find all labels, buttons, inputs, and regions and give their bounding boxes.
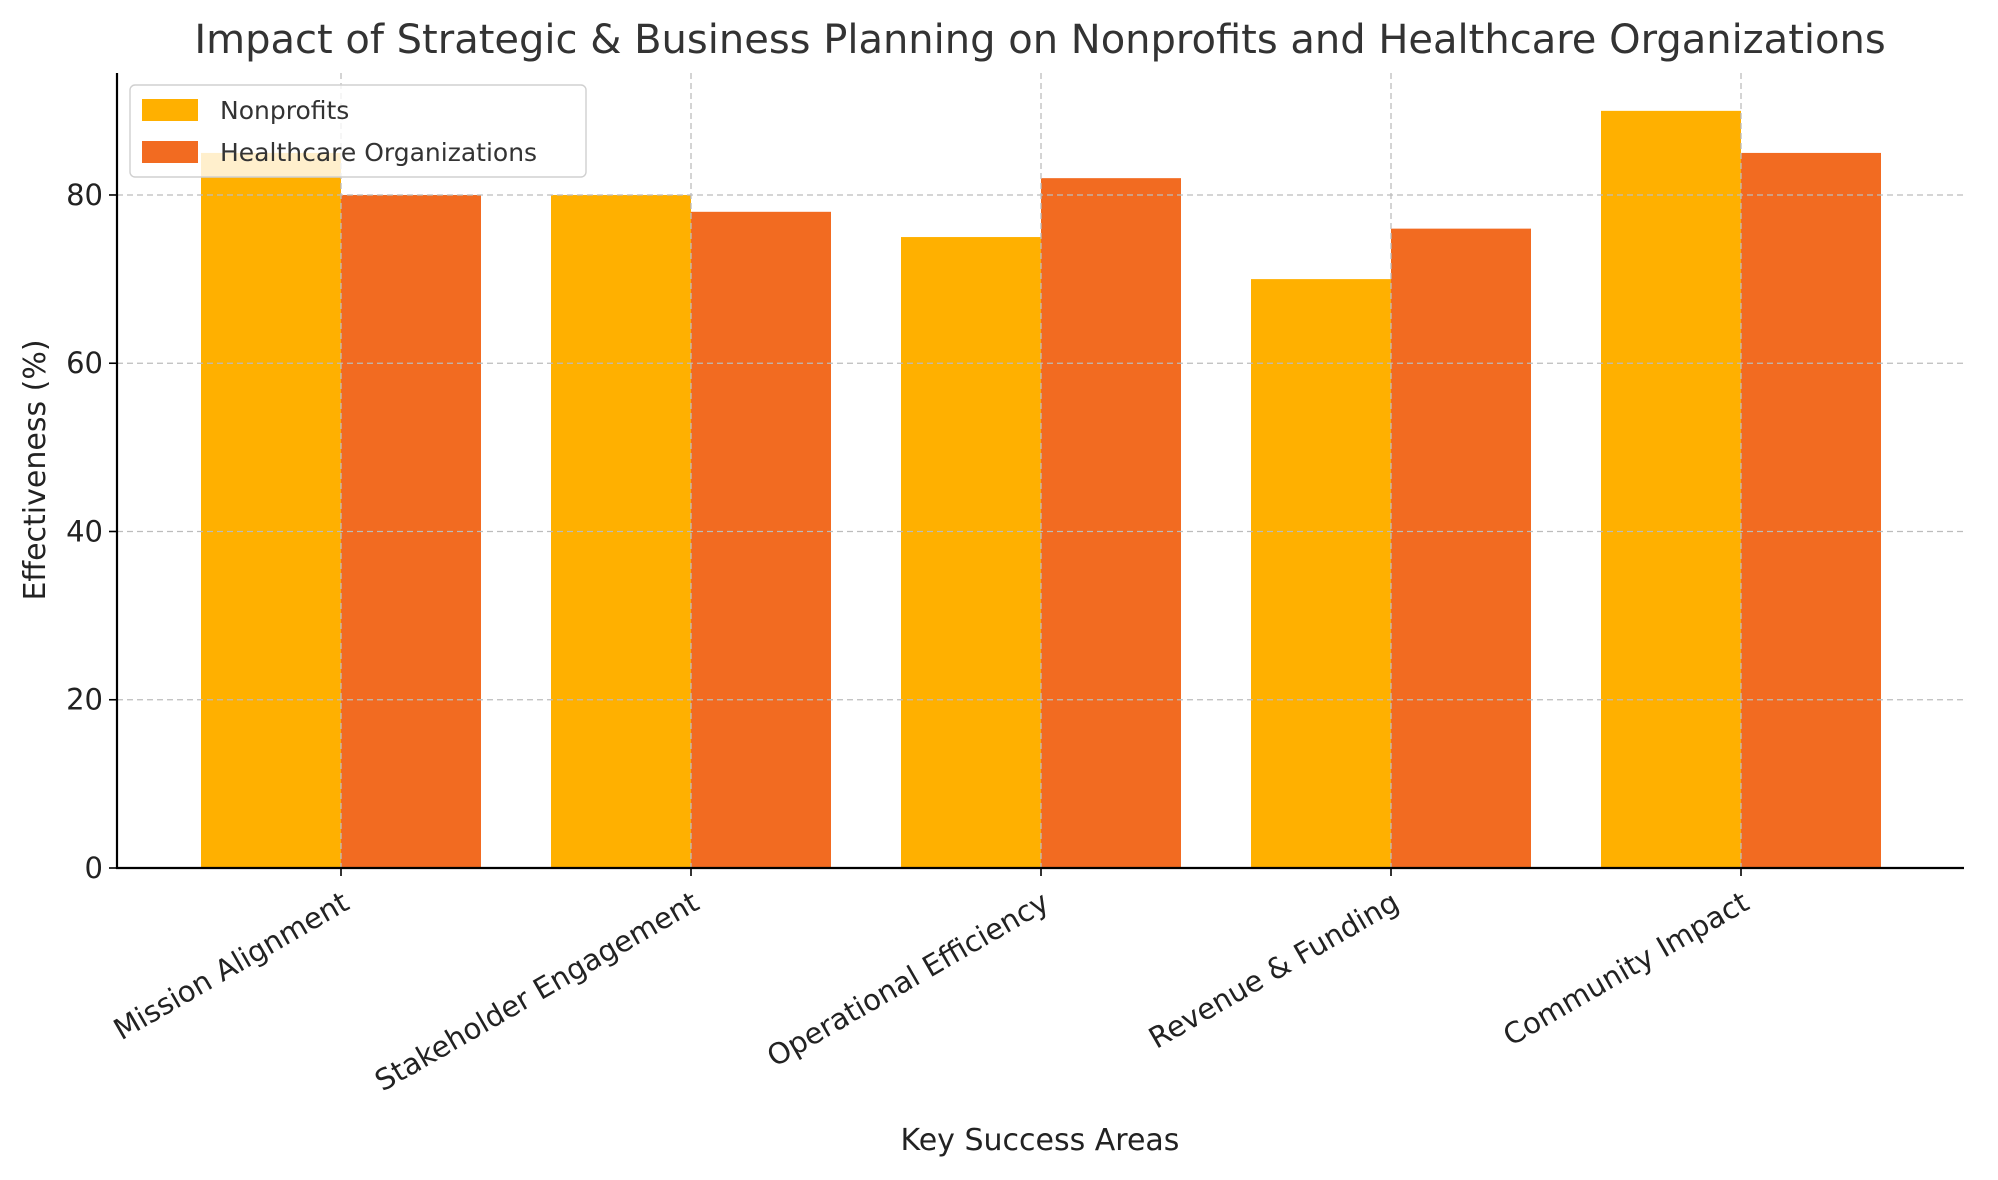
legend-swatch bbox=[142, 99, 198, 121]
y-tick-label: 0 bbox=[85, 851, 103, 885]
bar-nonprofits-4 bbox=[1601, 110, 1741, 869]
legend-box bbox=[129, 84, 587, 178]
bar-healthcare-1 bbox=[691, 211, 831, 869]
y-tick-label: 20 bbox=[66, 683, 103, 717]
y-axis-label: Effectiveness (%) bbox=[18, 339, 53, 600]
legend: Nonprofits Healthcare Organizations bbox=[129, 84, 587, 178]
grid-lines bbox=[117, 73, 1964, 868]
x-axis-label: Key Success Areas bbox=[901, 1123, 1180, 1158]
bars bbox=[201, 110, 1881, 869]
y-tick-label: 80 bbox=[66, 178, 103, 212]
bar-healthcare-3 bbox=[1391, 228, 1531, 869]
y-tick-label: 60 bbox=[66, 346, 103, 380]
bar-nonprofits-0 bbox=[201, 152, 341, 868]
chart-title: Impact of Strategic & Business Planning … bbox=[194, 17, 1885, 63]
legend-label: Nonprofits bbox=[220, 96, 349, 125]
bar-nonprofits-3 bbox=[1251, 279, 1391, 869]
legend-swatch bbox=[142, 141, 198, 163]
bar-nonprofits-2 bbox=[901, 237, 1041, 869]
bar-healthcare-2 bbox=[1041, 178, 1181, 868]
axes bbox=[109, 73, 1964, 876]
bar-healthcare-4 bbox=[1741, 152, 1881, 868]
legend-label: Healthcare Organizations bbox=[220, 138, 537, 167]
y-tick-label: 40 bbox=[66, 514, 103, 548]
